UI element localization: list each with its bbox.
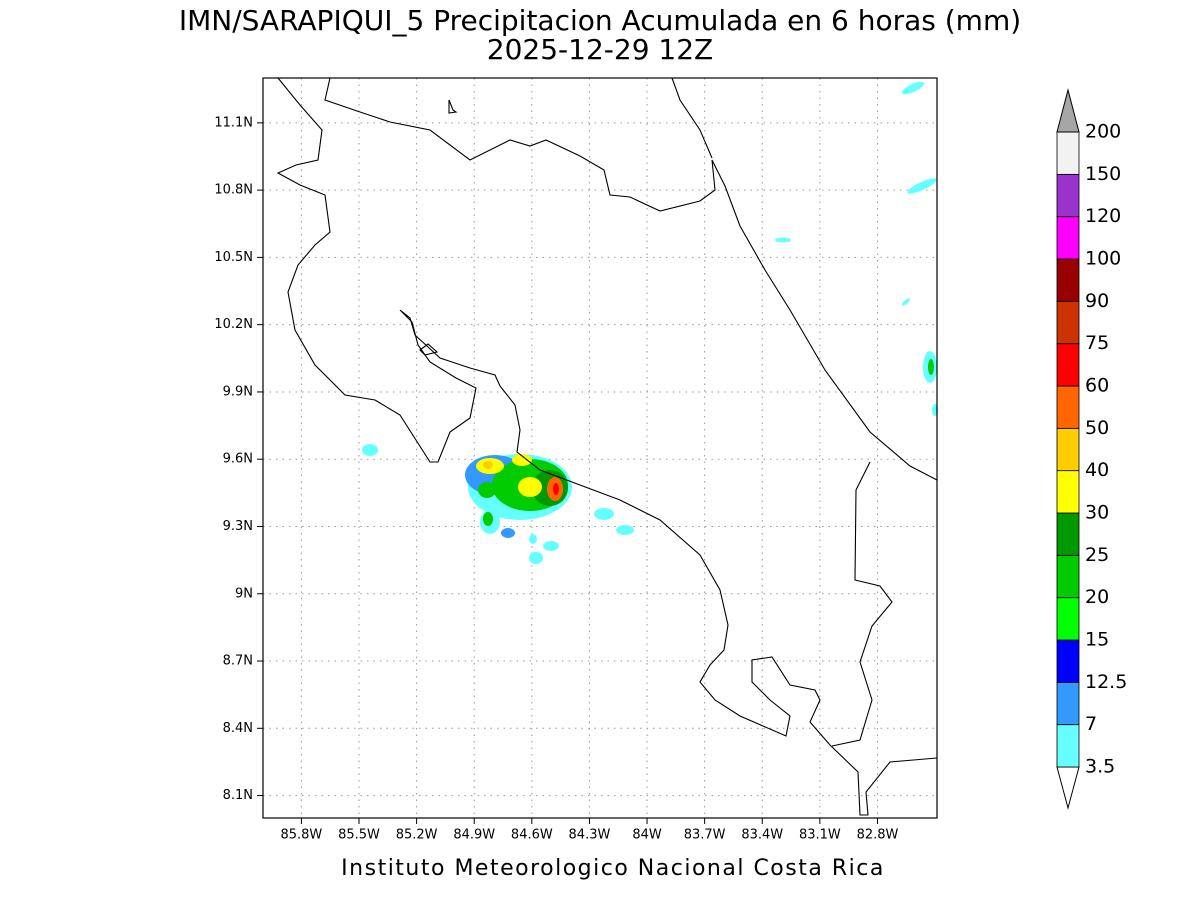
colorbar-box (1056, 385, 1080, 429)
footer: Instituto Meteorologico Nacional Costa R… (341, 856, 885, 881)
y-tick-label: 10.2N (214, 317, 253, 332)
colorbar-label: 7 (1085, 713, 1097, 735)
colorbar-box (1056, 681, 1080, 726)
y-tick-label: 9N (235, 586, 253, 601)
colorbar-label: 15 (1085, 629, 1109, 651)
x-tick-label: 84.6W (511, 828, 553, 843)
x-tick-label: 85.2W (396, 828, 438, 843)
colorbar-label: 25 (1085, 544, 1109, 566)
colorbar-label: 30 (1085, 502, 1109, 524)
coastlines (276, 77, 938, 816)
y-tick-label: 8.1N (223, 788, 253, 803)
colorbar-label: 150 (1085, 163, 1121, 185)
colorbar-box (1056, 173, 1080, 218)
colorbar-box (1056, 258, 1080, 302)
colorbar-label: 12.5 (1085, 671, 1127, 693)
colorbar-box (1056, 512, 1080, 556)
colorbar-box (1056, 639, 1080, 683)
x-tick-label: 83.7W (684, 828, 726, 843)
y-tick-label: 10.8N (214, 183, 253, 198)
x-tick-label: 84W (632, 828, 662, 843)
colorbar-box (1056, 724, 1080, 768)
y-tick-label: 9.9N (223, 384, 253, 399)
x-tick-label: 85.8W (280, 828, 322, 843)
x-tick-label: 83.4W (741, 828, 783, 843)
x-tick-label: 83.1W (799, 828, 841, 843)
colorbar-box (1056, 470, 1080, 514)
colorbar-box (1056, 300, 1080, 345)
colorbar-box (1056, 427, 1080, 472)
x-tick-label: 84.3W (569, 828, 611, 843)
colorbar-label: 100 (1085, 248, 1121, 270)
colorbar-label: 50 (1085, 417, 1109, 439)
y-tick-label: 8.7N (223, 654, 253, 669)
colorbar-label: 90 (1085, 290, 1109, 312)
colorbar-box (1056, 343, 1080, 387)
colorbar: 3.5 7 12.5 15 20 25 30 40 50 60 75 90 100 120 150 200 (1056, 88, 1127, 810)
y-tick-label: 11.1N (214, 115, 253, 130)
x-tick-label: 84.9W (453, 828, 495, 843)
colorbar-box (1056, 597, 1080, 641)
y-tick-label: 9.6N (223, 452, 253, 467)
y-tick-label: 10.5N (214, 250, 253, 265)
y-tick-label: 8.4N (223, 721, 253, 736)
colorbar-label: 75 (1085, 332, 1109, 354)
axes: 11.1N 10.8N 10.5N 10.2N 9.9N 9.6N 9.3N 9N 8.7N 8.… (214, 115, 898, 842)
colorbar-label: 120 (1085, 205, 1121, 227)
precipitation (362, 81, 938, 564)
x-tick-label: 85.5W (338, 828, 380, 843)
colorbar-label: 200 (1085, 121, 1121, 143)
colorbar-label: 3.5 (1085, 756, 1115, 778)
colorbar-box (1056, 131, 1080, 175)
y-tick-label: 9.3N (223, 519, 253, 534)
colorbar-triangle (1056, 766, 1080, 810)
map-frame (262, 77, 938, 819)
colorbar-label: 20 (1085, 586, 1109, 608)
colorbar-label: 40 (1085, 459, 1109, 481)
colorbar-triangle (1056, 88, 1080, 133)
map-subtitle: 2025-12-29 12Z (487, 33, 713, 66)
colorbar-label: 60 (1085, 375, 1109, 397)
colorbar-box (1056, 554, 1080, 599)
x-tick-label: 82.8W (857, 828, 899, 843)
map-title: IMN/SARAPIQUI_5 Precipitacion Acumulada … (179, 4, 1021, 37)
colorbar-box (1056, 216, 1080, 260)
